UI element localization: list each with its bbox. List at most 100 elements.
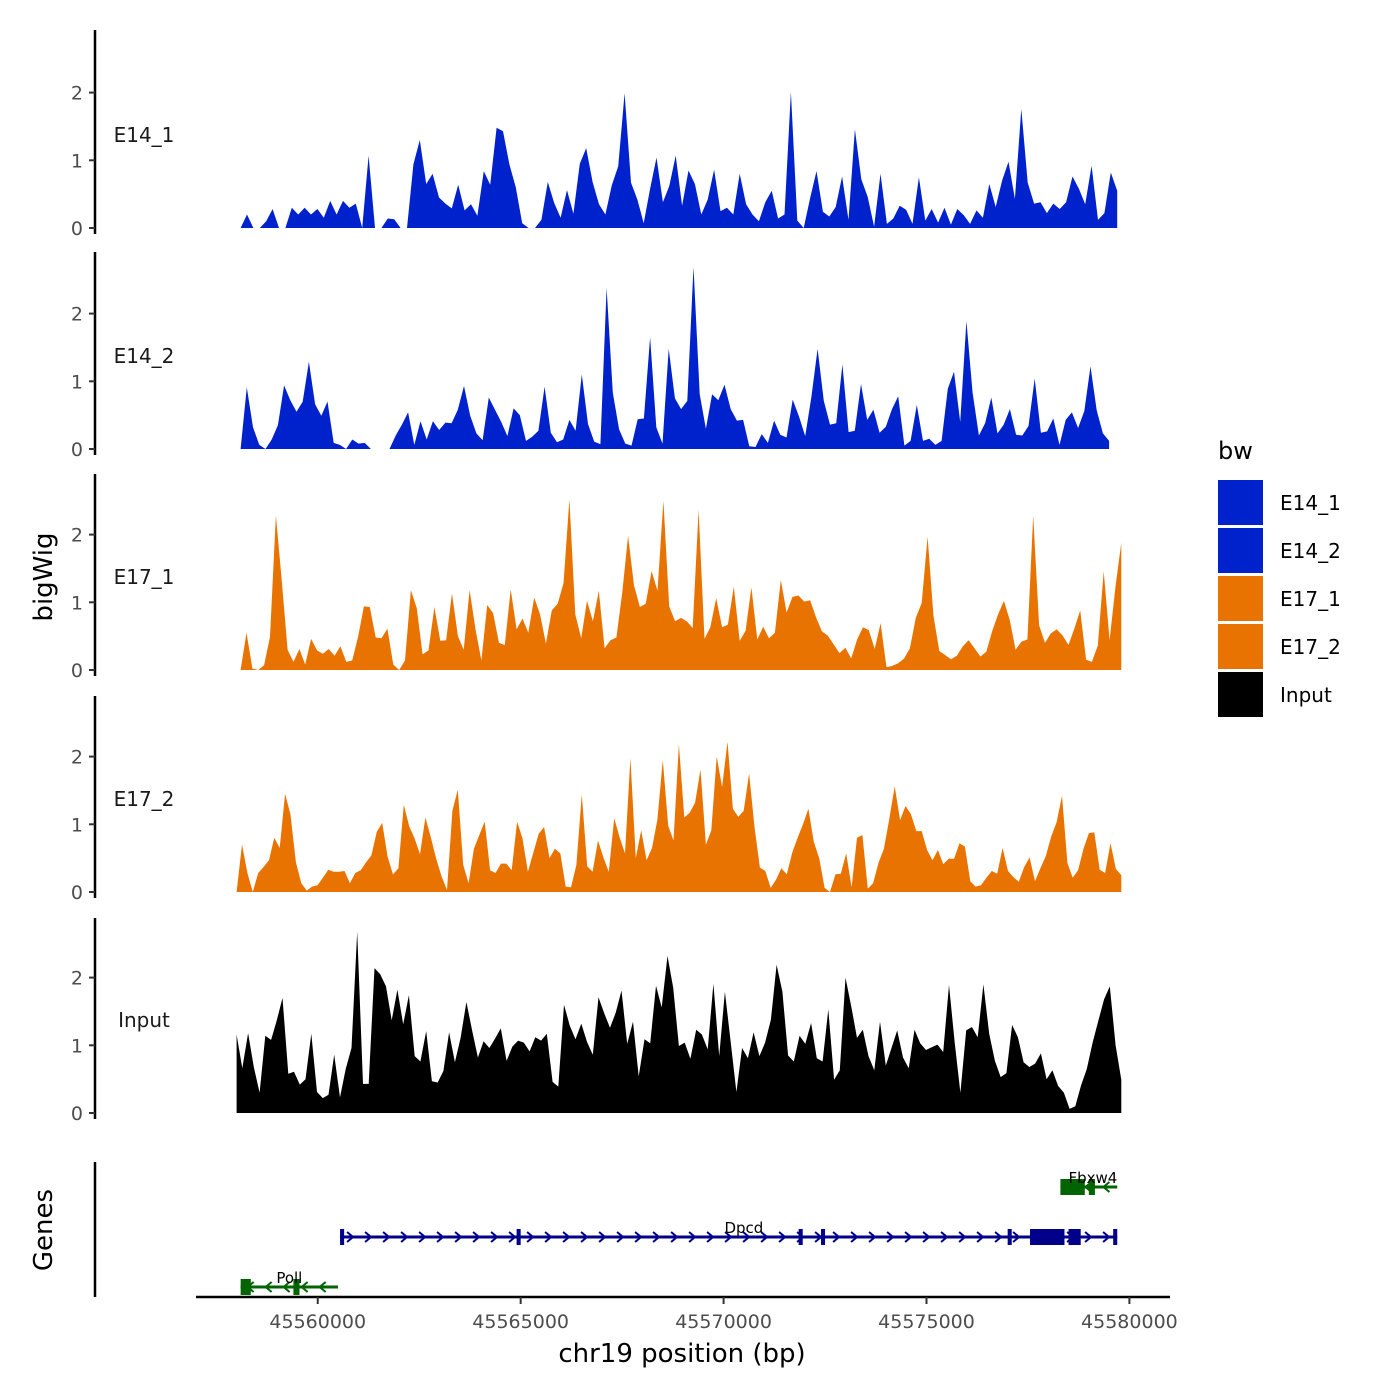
gene-poll: Poll <box>240 1269 339 1295</box>
gene-exon <box>1068 1229 1081 1245</box>
legend-swatch-input <box>1218 672 1263 717</box>
x-axis: 45560000 45565000 45570000 45575000 45580000 <box>196 1295 1178 1333</box>
legend: bw E14_1 E14_2 E17_1 E17_2 Input <box>1218 437 1341 717</box>
signal-area <box>407 127 529 228</box>
strand-arrow <box>1101 1181 1111 1193</box>
strand-arrow <box>580 1231 589 1243</box>
gene-exon <box>1029 1229 1065 1245</box>
strand-arrow <box>282 1281 291 1293</box>
strand-arrow <box>526 1231 535 1243</box>
track-label: E14_1 <box>114 123 175 147</box>
strand-arrow <box>616 1231 625 1243</box>
strand-arrow <box>436 1231 445 1243</box>
signal-area <box>259 209 279 228</box>
gene-label: Dpcd <box>724 1219 763 1237</box>
track-panel-e17-2: 0 1 2 E17_2 <box>71 696 1122 904</box>
y-tick-label: 0 <box>71 1103 83 1125</box>
gene-dpcd: Dpcd <box>340 1219 1118 1245</box>
strand-arrow <box>922 1231 931 1243</box>
genes-axis-title: Genes <box>29 1189 59 1271</box>
strand-arrow <box>400 1231 409 1243</box>
legend-title: bw <box>1218 437 1253 465</box>
signal-area <box>285 200 363 228</box>
legend-swatch-e14-2 <box>1218 528 1263 573</box>
signal-area <box>389 266 1110 449</box>
legend-swatch-e17-1 <box>1218 576 1263 621</box>
gene-fbxw4: Fbxw4 <box>1060 1169 1117 1195</box>
y-tick-label: 2 <box>71 525 83 547</box>
x-tick-label: 45570000 <box>675 1311 772 1333</box>
track-label: Input <box>118 1008 170 1032</box>
y-tick-label: 2 <box>71 968 83 990</box>
y-tick-label: 1 <box>71 1035 83 1057</box>
strand-arrow <box>850 1231 859 1243</box>
strand-arrow <box>1084 1231 1093 1243</box>
gene-exon <box>516 1229 521 1245</box>
gene-label: Poll <box>276 1269 302 1287</box>
strand-arrow <box>940 1231 949 1243</box>
gene-exon <box>340 1229 345 1245</box>
gene-exon <box>1088 1179 1095 1195</box>
y-tick-label: 1 <box>71 150 83 172</box>
y-tick-label: 2 <box>71 83 83 105</box>
strand-arrow <box>760 1231 769 1243</box>
signal-area <box>803 108 1118 228</box>
strand-arrow <box>706 1231 715 1243</box>
strand-arrow <box>724 1231 733 1243</box>
strand-arrow <box>300 1281 309 1293</box>
signal-area <box>535 91 804 229</box>
y-tick-label: 0 <box>71 882 83 904</box>
legend-label: E14_1 <box>1280 491 1341 515</box>
gene-exon <box>820 1229 826 1245</box>
strand-arrow <box>958 1231 967 1243</box>
strand-arrow <box>904 1231 913 1243</box>
y-tick-label: 1 <box>71 814 83 836</box>
gene-exon <box>1060 1179 1085 1195</box>
strand-arrow <box>886 1231 895 1243</box>
legend-label: E17_2 <box>1280 635 1341 659</box>
x-axis-title: chr19 position (bp) <box>558 1339 805 1369</box>
strand-arrow <box>1012 1231 1021 1243</box>
y-tick-label: 0 <box>71 660 83 682</box>
strand-arrow <box>364 1231 373 1243</box>
track-panel-e14-2: 0 1 2 E14_2 <box>71 252 1110 461</box>
signal-area <box>381 218 401 228</box>
x-tick-label: 45575000 <box>878 1311 975 1333</box>
strand-arrow <box>562 1231 571 1243</box>
y-tick-label: 0 <box>71 439 83 461</box>
y-axis-title: bigWig <box>29 532 59 621</box>
gene-exon <box>240 1279 251 1295</box>
signal-area <box>399 499 1122 670</box>
legend-label: E17_1 <box>1280 587 1341 611</box>
y-tick-label: 1 <box>71 592 83 614</box>
strand-arrow <box>868 1231 877 1243</box>
strand-arrow <box>418 1231 427 1243</box>
gene-label: Fbxw4 <box>1068 1169 1117 1187</box>
strand-arrow <box>1102 1231 1111 1243</box>
signal-area <box>236 931 1122 1113</box>
x-tick-label: 45560000 <box>269 1311 366 1333</box>
signal-area <box>240 214 254 228</box>
strand-arrow <box>382 1231 391 1243</box>
y-tick-label: 2 <box>71 747 83 769</box>
strand-arrow <box>688 1231 697 1243</box>
gene-exon <box>1007 1229 1012 1245</box>
track-panel-e17-1: 0 1 2 E17_1 <box>71 474 1122 682</box>
strand-arrow <box>264 1281 273 1293</box>
x-tick-label: 45565000 <box>472 1311 569 1333</box>
legend-label: E14_2 <box>1280 539 1341 563</box>
legend-label: Input <box>1280 683 1332 707</box>
strand-arrow <box>994 1231 1003 1243</box>
strand-arrow <box>670 1231 679 1243</box>
signal-area <box>240 387 266 449</box>
strand-arrow <box>976 1231 985 1243</box>
legend-swatch-e14-1 <box>1218 480 1263 525</box>
strand-arrow <box>454 1231 463 1243</box>
strand-arrow <box>598 1231 607 1243</box>
strand-arrow <box>778 1231 787 1243</box>
strand-arrow <box>634 1231 643 1243</box>
strand-arrow <box>346 1231 355 1243</box>
signal-area <box>240 632 259 670</box>
